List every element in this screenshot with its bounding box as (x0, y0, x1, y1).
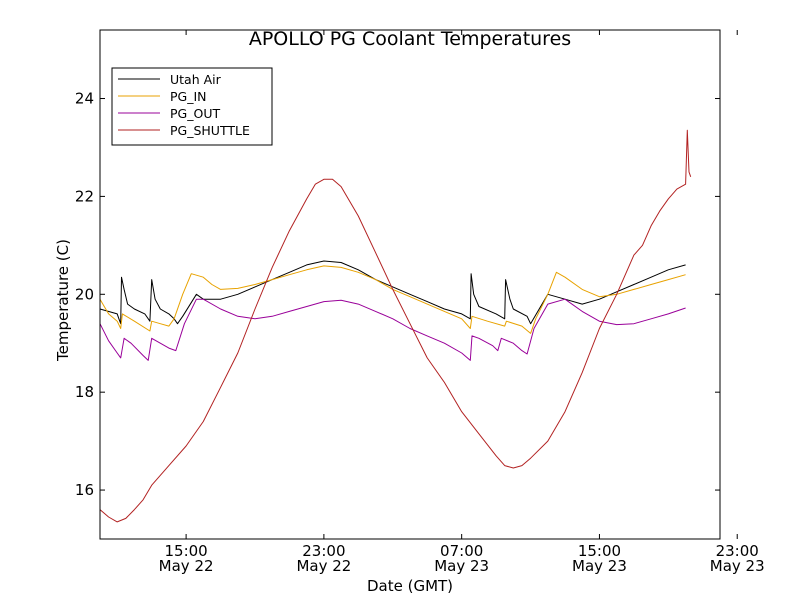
y-tick-label: 18 (75, 383, 94, 401)
legend-label: PG_IN (170, 89, 207, 104)
chart-title: APOLLO PG Coolant Temperatures (249, 28, 571, 50)
x-tick-date-label: May 23 (434, 557, 489, 575)
legend-label: PG_SHUTTLE (170, 123, 250, 138)
series-line-utah-air (99, 260, 686, 325)
legend-box (111, 67, 273, 146)
y-axis-label: Temperature (C) (54, 239, 72, 362)
legend-label: Utah Air (170, 72, 222, 87)
x-tick-time-label: 23:00 (716, 542, 759, 560)
series-line-pg-in (99, 265, 686, 334)
series-layer (99, 129, 692, 523)
x-tick-time-label: 15:00 (578, 542, 621, 560)
legend-label: PG_OUT (170, 106, 220, 121)
x-tick-time-label: 15:00 (164, 542, 207, 560)
series-line-pg-out (99, 298, 686, 361)
x-tick-date-label: May 22 (296, 557, 351, 575)
x-tick-date-label: May 22 (159, 557, 214, 575)
legend: Utah Air PG_IN PG_OUT PG_SHUTTLE (111, 67, 273, 146)
y-tick-label: 16 (75, 481, 94, 499)
x-axis-label: Date (GMT) (367, 577, 453, 595)
y-tick-label: 20 (75, 285, 94, 303)
plot-area-frame (99, 29, 721, 540)
x-tick-date-label: May 23 (710, 557, 765, 575)
y-tick-label: 24 (75, 90, 94, 108)
x-tick-date-label: May 23 (572, 557, 627, 575)
y-tick-label: 22 (75, 187, 94, 205)
x-tick-time-label: 07:00 (440, 542, 483, 560)
x-tick-time-label: 23:00 (302, 542, 345, 560)
series-line-pg-shuttle (99, 129, 692, 523)
